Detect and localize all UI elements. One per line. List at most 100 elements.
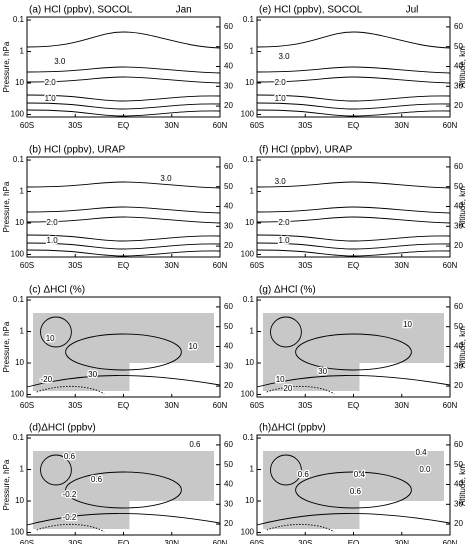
contour-label: -0.2 (63, 513, 77, 522)
contour-label: 0.6 (91, 475, 103, 484)
contour-line (26, 66, 221, 74)
contour-line (26, 375, 221, 388)
x-tick-label: 60N (443, 121, 458, 130)
y-tick-label: 100 (11, 528, 25, 537)
x-tick-label: 30N (394, 261, 409, 270)
contour-label: 0.6 (64, 452, 76, 461)
y2-tick-label: 30 (454, 499, 463, 508)
y2-tick-label: 40 (454, 62, 463, 71)
y-tick-label: 1 (250, 465, 255, 474)
x-tick-label: 30S (298, 261, 312, 270)
x-tick-label: 30S (68, 261, 82, 270)
shading (263, 451, 444, 501)
x-tick-label: 30S (68, 121, 82, 130)
y-tick-label: 10 (245, 496, 254, 505)
y-tick-label: 0.1 (13, 295, 25, 304)
y-tick-label: 1 (20, 465, 25, 474)
y2-tick-label: 50 (454, 42, 463, 51)
contour-label: 0.6 (350, 487, 362, 496)
panel-title: (f) HCl (ppbv), URAP (259, 145, 353, 156)
y2-tick-label: 20 (454, 381, 463, 390)
x-tick-label: EQ (348, 539, 360, 544)
y2-tick-label: 20 (454, 101, 463, 110)
x-tick-label: 60N (213, 261, 228, 270)
y2-tick-label: 30 (454, 221, 463, 230)
contour-label: 2.0 (47, 218, 59, 227)
contour-line (26, 234, 221, 242)
contour-label: 3.0 (275, 177, 287, 186)
y2-tick-label: 20 (224, 519, 233, 528)
contour-line (65, 471, 182, 509)
contour-label: 1.0 (275, 94, 287, 103)
y2-tick-label: 60 (454, 22, 463, 31)
x-tick-label: 60S (250, 539, 264, 544)
contour-label: 2.0 (275, 78, 287, 87)
y-tick-label: 1 (250, 187, 255, 196)
contour-line (256, 181, 451, 189)
month-label: Jan (176, 5, 192, 16)
y-tick-label: 10 (15, 78, 24, 87)
x-tick-label: 60N (213, 121, 228, 130)
x-tick-label: 60S (250, 121, 264, 130)
x-tick-label: EQ (348, 121, 360, 130)
contour-label: 10 (276, 375, 285, 384)
panel-title: (c) ΔHCl (%) (29, 285, 85, 296)
y2-tick-label: 20 (224, 101, 233, 110)
contour-label: 30 (88, 370, 97, 379)
y-tick-label: 10 (245, 218, 254, 227)
x-tick-label: EQ (118, 121, 130, 130)
y-axis-label: Pressure, hPa (2, 321, 11, 372)
y2-tick-label: 60 (454, 302, 463, 311)
y2-tick-label: 30 (224, 221, 233, 230)
contour-line (256, 513, 451, 526)
x-tick-label: EQ (348, 401, 360, 410)
contour-line (40, 454, 72, 486)
y-tick-label: 1 (20, 47, 25, 56)
contour-line (26, 216, 221, 224)
y2-tick-label: 60 (224, 440, 233, 449)
y-tick-label: 0.1 (13, 155, 25, 164)
contour-label: 1.0 (47, 236, 59, 245)
panel-title: (e) HCl (ppbv), SOCOL (259, 5, 363, 16)
y-tick-label: 100 (11, 250, 25, 259)
y2-tick-label: 50 (454, 182, 463, 191)
contour-label: 2.0 (278, 218, 290, 227)
contour-label: 0.4 (354, 470, 366, 479)
y2-axis-label: Altitude, km (458, 464, 467, 506)
y-axis-label: Pressure, hPa (2, 459, 11, 510)
y2-axis-label: Altitude, km (458, 186, 467, 228)
contour-label: -20 (41, 375, 53, 384)
x-tick-label: 30N (164, 539, 179, 544)
y2-tick-label: 40 (454, 342, 463, 351)
x-tick-label: EQ (118, 401, 130, 410)
y-tick-label: 0.1 (243, 295, 255, 304)
x-tick-label: 60S (20, 261, 34, 270)
x-tick-label: 30N (164, 261, 179, 270)
contour-line (26, 94, 221, 102)
x-tick-label: 30N (164, 401, 179, 410)
contour-line (26, 513, 221, 526)
x-tick-label: 30N (394, 539, 409, 544)
y2-tick-label: 20 (454, 241, 463, 250)
contour-label: 1.0 (278, 236, 290, 245)
y2-tick-label: 20 (224, 241, 233, 250)
contour-label: 20 (283, 384, 292, 393)
contour-line (26, 76, 221, 84)
y2-tick-label: 50 (224, 322, 233, 331)
contour-line (40, 316, 72, 348)
y2-tick-label: 60 (224, 302, 233, 311)
contour-line (26, 31, 221, 49)
contour-label: 10 (403, 320, 412, 329)
y-tick-label: 100 (241, 110, 255, 119)
y2-tick-label: 40 (224, 202, 233, 211)
y2-tick-label: 30 (454, 81, 463, 90)
x-tick-label: 30N (394, 401, 409, 410)
y-axis-label: Pressure, hPa (2, 181, 11, 232)
y-tick-label: 1 (250, 47, 255, 56)
contour-label: 10 (46, 334, 55, 343)
contour-line (295, 333, 412, 371)
contour-line (26, 102, 221, 110)
contour-line (26, 181, 221, 189)
y-tick-label: 100 (11, 390, 25, 399)
